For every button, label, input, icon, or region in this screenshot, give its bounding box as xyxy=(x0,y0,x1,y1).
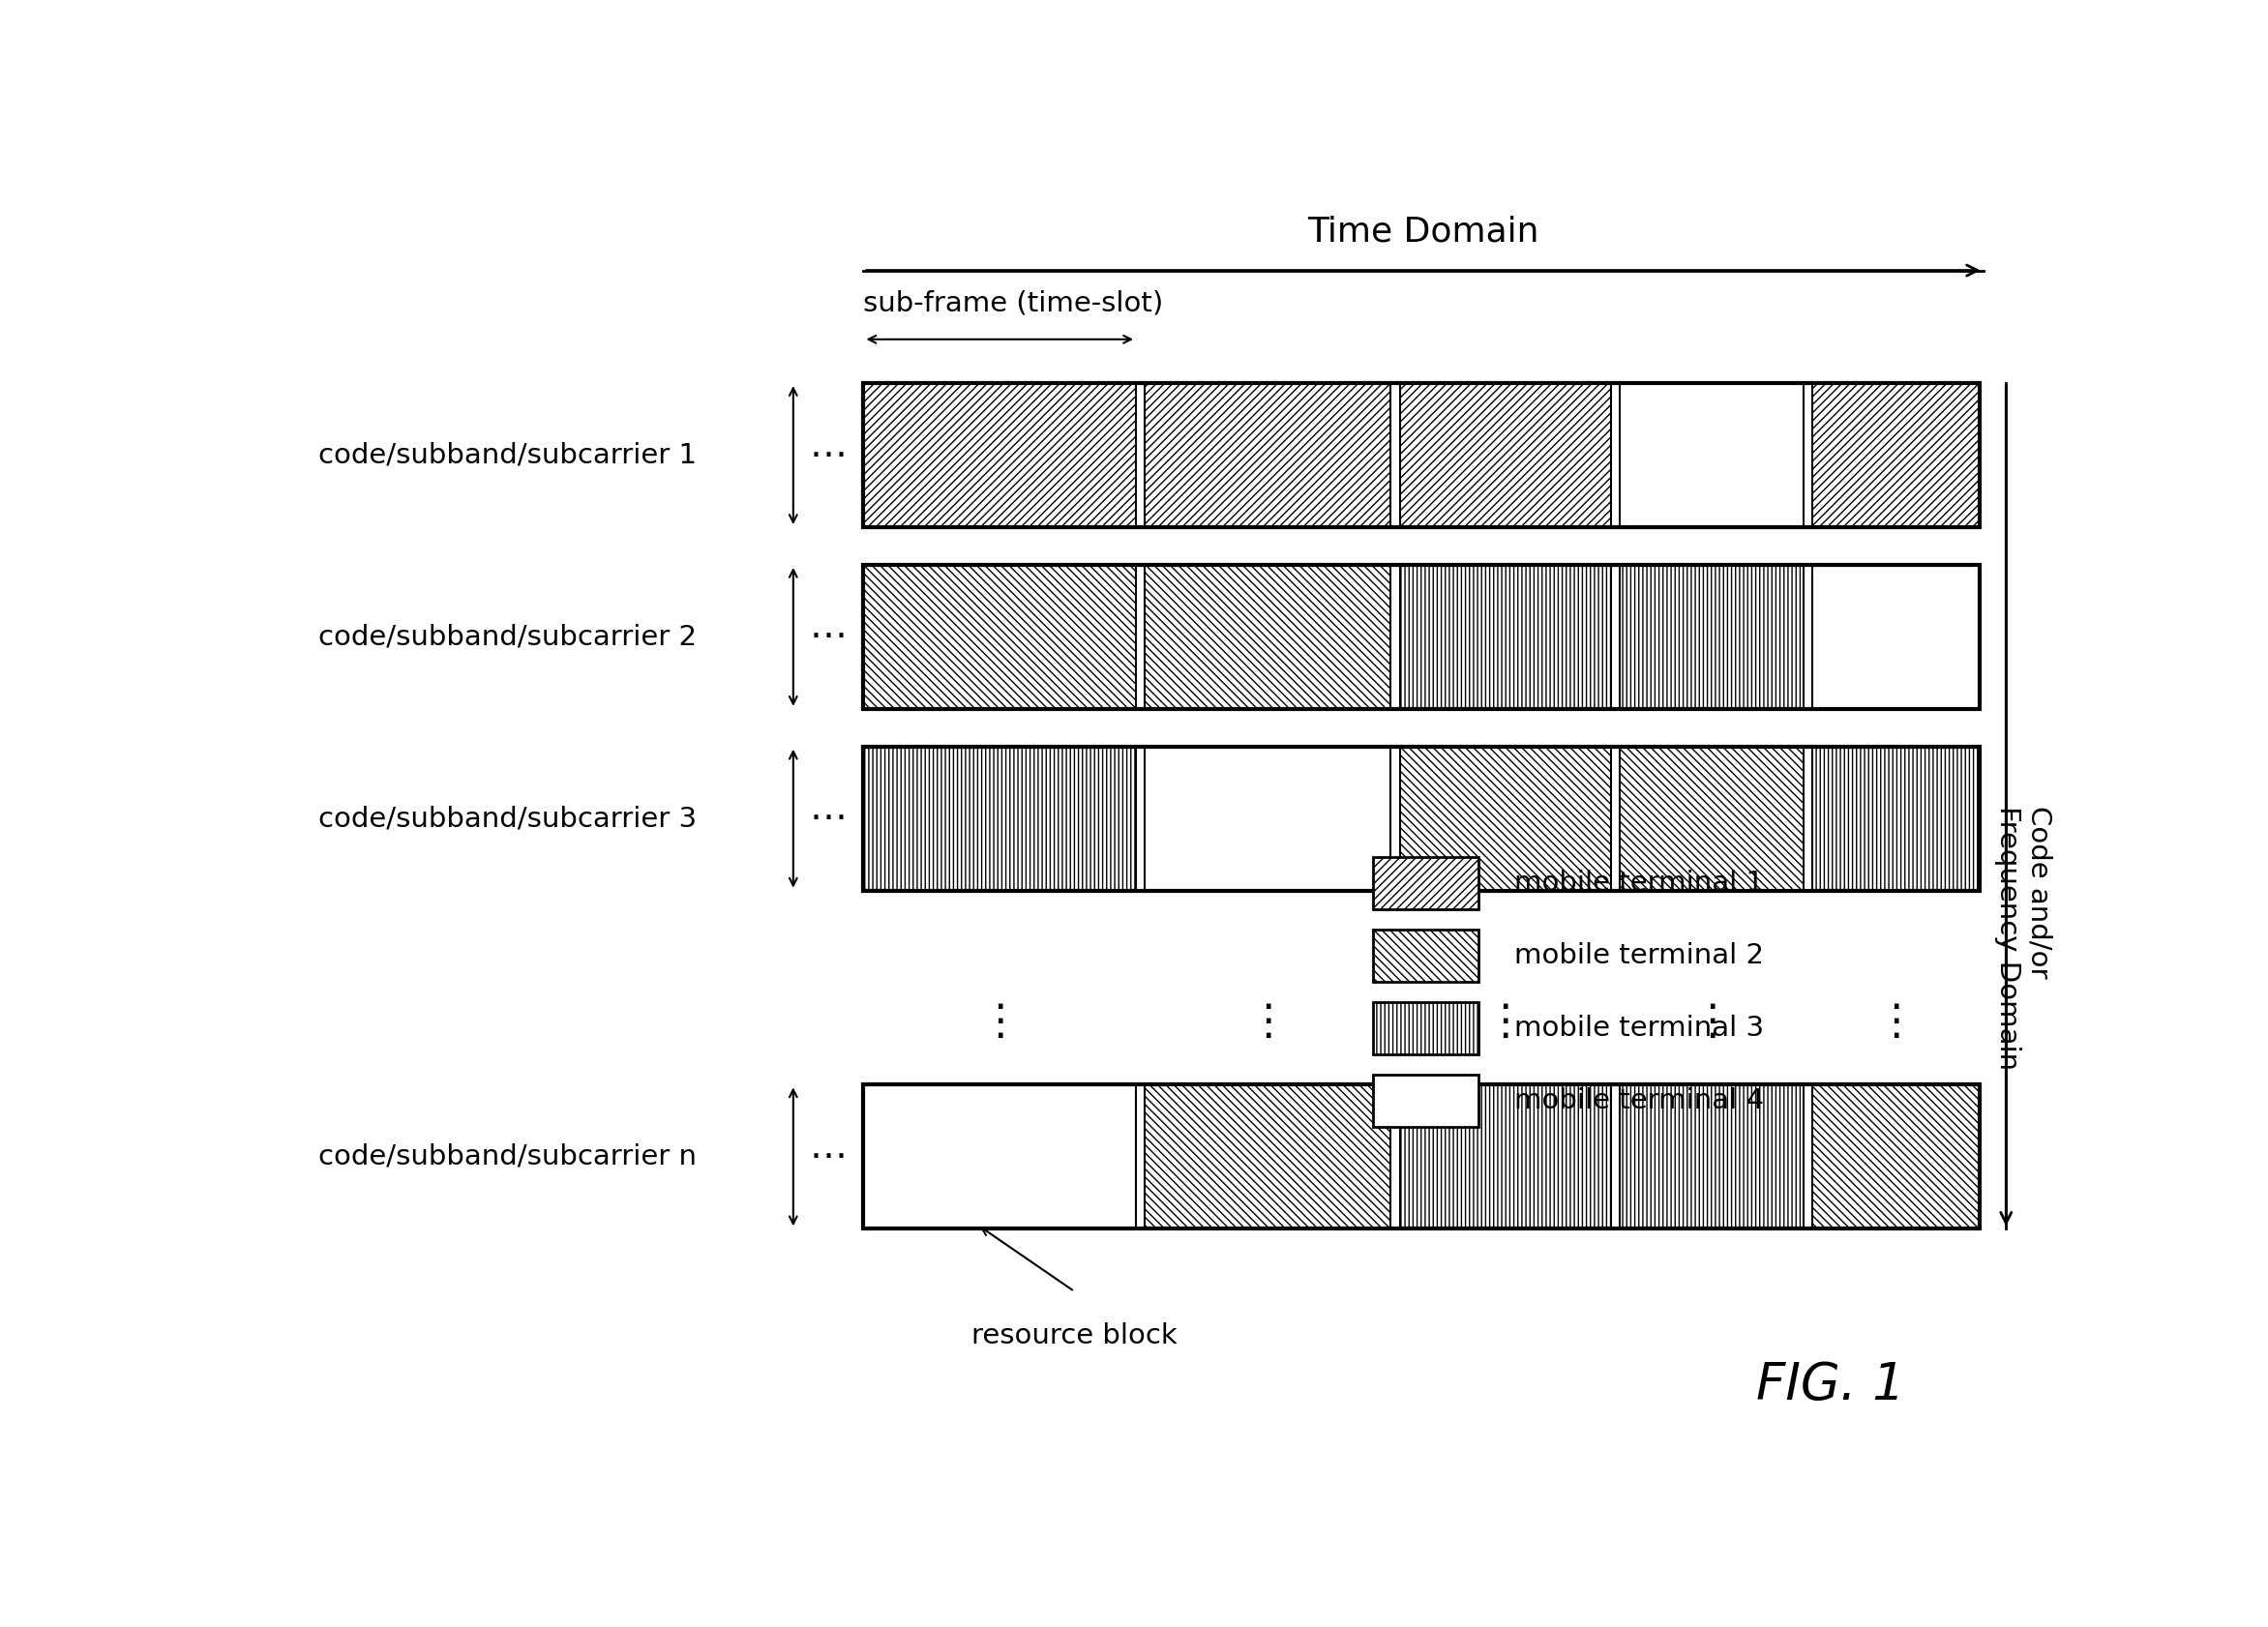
Text: mobile terminal 4: mobile terminal 4 xyxy=(1515,1087,1765,1114)
Bar xyxy=(864,747,1136,890)
Bar xyxy=(864,384,1136,527)
Bar xyxy=(1145,747,1390,890)
Text: ⋮: ⋮ xyxy=(1483,1001,1526,1043)
Bar xyxy=(864,1085,1980,1228)
Text: code/subband/subcarrier 2: code/subband/subcarrier 2 xyxy=(318,623,696,651)
Bar xyxy=(1372,929,1479,983)
Bar xyxy=(864,565,1136,709)
Bar xyxy=(1619,747,1803,890)
Bar xyxy=(864,747,1980,890)
Bar xyxy=(1372,857,1479,909)
Bar xyxy=(1399,1085,1610,1228)
Text: ⋮: ⋮ xyxy=(1247,1001,1288,1043)
Bar xyxy=(864,1085,1136,1228)
Text: ⋯: ⋯ xyxy=(810,618,848,656)
Text: mobile terminal 1: mobile terminal 1 xyxy=(1515,869,1765,896)
Text: ⋮: ⋮ xyxy=(978,1001,1021,1043)
Bar xyxy=(1399,384,1610,527)
Text: ⋮: ⋮ xyxy=(1690,1001,1733,1043)
Bar xyxy=(1619,1085,1803,1228)
Text: mobile terminal 2: mobile terminal 2 xyxy=(1515,942,1765,970)
Text: code/subband/subcarrier 1: code/subband/subcarrier 1 xyxy=(318,441,696,469)
Text: Time Domain: Time Domain xyxy=(1306,215,1540,247)
Bar xyxy=(1812,747,1980,890)
Bar xyxy=(1619,565,1803,709)
Text: FIG. 1: FIG. 1 xyxy=(1755,1360,1905,1411)
Text: Code and/or
Frequency Domain: Code and/or Frequency Domain xyxy=(1994,805,2053,1071)
Text: ⋯: ⋯ xyxy=(810,1139,848,1175)
Bar xyxy=(1619,384,1803,527)
Bar xyxy=(1812,565,1980,709)
Bar xyxy=(1812,384,1980,527)
Bar xyxy=(1372,1002,1479,1054)
Bar xyxy=(1145,384,1390,527)
Text: ⋯: ⋯ xyxy=(810,436,848,473)
Text: ⋮: ⋮ xyxy=(1876,1001,1919,1043)
Text: sub-frame (time-slot): sub-frame (time-slot) xyxy=(864,290,1163,317)
Bar xyxy=(1372,1075,1479,1128)
Bar xyxy=(864,565,1980,709)
Text: resource block: resource block xyxy=(971,1323,1177,1350)
Bar xyxy=(1399,747,1610,890)
Text: code/subband/subcarrier 3: code/subband/subcarrier 3 xyxy=(318,805,696,831)
Text: code/subband/subcarrier n: code/subband/subcarrier n xyxy=(318,1144,696,1170)
Text: ⋯: ⋯ xyxy=(810,800,848,836)
Bar xyxy=(864,384,1980,527)
Bar xyxy=(1145,565,1390,709)
Text: mobile terminal 3: mobile terminal 3 xyxy=(1515,1015,1765,1041)
Bar xyxy=(1399,565,1610,709)
Bar xyxy=(1812,1085,1980,1228)
Bar xyxy=(1145,1085,1390,1228)
